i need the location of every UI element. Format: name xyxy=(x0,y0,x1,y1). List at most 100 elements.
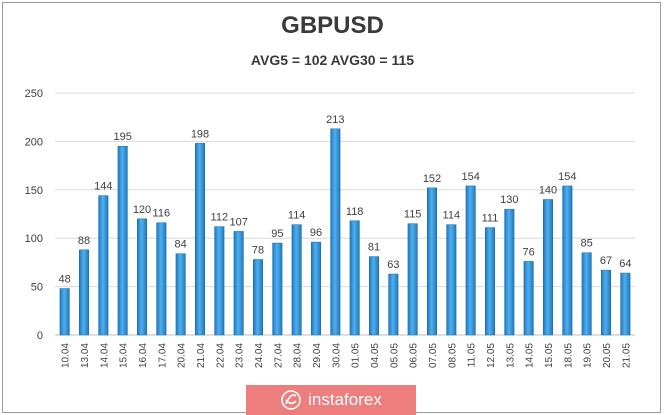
data-label: 144 xyxy=(94,181,112,193)
y-tick-label: 150 xyxy=(25,185,43,197)
x-tick-label: 21.04 xyxy=(196,343,207,368)
data-label: 48 xyxy=(59,274,71,286)
data-label: 213 xyxy=(326,114,344,126)
x-tick-label: 29.04 xyxy=(312,343,323,368)
x-tick-label: 20.04 xyxy=(177,343,188,368)
x-tick-label: 14.05 xyxy=(525,343,536,368)
x-tick-label: 23.04 xyxy=(235,343,246,368)
data-label: 195 xyxy=(113,131,131,143)
chart-subtitle: AVG5 = 102 AVG30 = 115 xyxy=(250,52,415,68)
data-label: 198 xyxy=(191,128,209,140)
bar xyxy=(523,261,534,336)
bar xyxy=(369,256,379,336)
data-label: 76 xyxy=(523,246,535,258)
data-label: 107 xyxy=(229,216,247,228)
bar xyxy=(291,224,302,336)
data-label: 112 xyxy=(211,212,229,224)
data-label: 154 xyxy=(461,171,479,183)
data-label: 111 xyxy=(482,213,499,225)
x-tick-label: 12.05 xyxy=(486,343,497,368)
bar xyxy=(253,259,263,336)
y-tick-label: 0 xyxy=(37,330,43,342)
data-label: 116 xyxy=(153,208,171,220)
bar xyxy=(311,241,321,336)
chart-title: GBPUSD xyxy=(281,12,384,39)
bar xyxy=(349,220,360,336)
data-label: 84 xyxy=(175,239,187,251)
x-tick-label: 28.04 xyxy=(293,343,304,368)
x-tick-label: 24.04 xyxy=(254,343,265,368)
bar xyxy=(465,185,476,336)
data-label: 130 xyxy=(500,194,518,206)
x-tick-label: 20.05 xyxy=(602,343,613,368)
bar xyxy=(601,269,611,336)
data-label: 81 xyxy=(368,242,380,254)
x-tick-label: 10.04 xyxy=(61,343,72,368)
x-tick-label: 21.05 xyxy=(621,343,632,368)
y-tick-label: 100 xyxy=(25,233,43,245)
bar xyxy=(543,199,553,336)
data-label: 63 xyxy=(387,259,399,271)
watermark-text: instaforex xyxy=(308,390,382,409)
y-tick-label: 250 xyxy=(25,88,43,100)
bar xyxy=(581,252,592,336)
value-labels: 48 88 144 195 120 116 84 198 112 107 78 95 114 96 213 1… xyxy=(59,114,632,286)
x-tick-label: 22.04 xyxy=(215,343,226,368)
x-tick-label: 16.04 xyxy=(138,343,149,368)
bar xyxy=(233,231,244,336)
bar xyxy=(446,224,457,336)
bar xyxy=(272,242,283,336)
bar xyxy=(156,222,167,336)
data-label: 95 xyxy=(271,228,283,240)
x-tick-label: 08.05 xyxy=(447,343,458,368)
data-label: 114 xyxy=(288,210,306,222)
bar xyxy=(330,128,341,336)
data-label: 96 xyxy=(310,227,322,239)
x-tick-label: 27.04 xyxy=(273,343,284,368)
bar xyxy=(427,187,437,336)
bar xyxy=(79,249,89,336)
data-label: 154 xyxy=(558,171,576,183)
data-label: 85 xyxy=(581,238,593,250)
x-tick-label: 30.04 xyxy=(331,343,342,368)
x-tick-label: 13.04 xyxy=(80,343,91,368)
x-tick-label: 04.05 xyxy=(370,343,381,368)
data-label: 114 xyxy=(443,210,461,222)
bar xyxy=(175,253,186,336)
bar xyxy=(98,195,109,336)
data-label: 64 xyxy=(619,258,631,270)
gridlines xyxy=(55,92,635,336)
bar xyxy=(388,273,399,336)
x-tick-label: 01.05 xyxy=(351,343,362,368)
x-tick-label: 19.05 xyxy=(583,343,594,368)
data-label: 120 xyxy=(133,204,151,216)
bar xyxy=(504,208,515,336)
x-tick-label: 14.04 xyxy=(99,343,110,368)
x-tick-label: 13.05 xyxy=(505,343,516,368)
bar xyxy=(59,288,70,336)
x-tick-label: 07.05 xyxy=(428,343,439,368)
data-label: 88 xyxy=(78,235,90,247)
x-tick-label: 11.05 xyxy=(467,343,478,368)
x-tick-label: 18.05 xyxy=(563,343,574,368)
data-label: 140 xyxy=(539,184,557,196)
bar xyxy=(562,185,573,336)
bars xyxy=(59,128,631,336)
x-tick-label: 05.05 xyxy=(389,343,400,368)
bar xyxy=(214,226,225,336)
bar xyxy=(485,227,495,336)
data-label: 115 xyxy=(404,209,422,221)
y-tick-label: 50 xyxy=(31,282,43,294)
bar xyxy=(117,145,128,336)
instaforex-logo-icon xyxy=(281,390,301,410)
bar xyxy=(195,143,205,336)
x-tick-label: 15.05 xyxy=(544,343,555,368)
y-axis-ticks: 0 50 100 150 200 250 xyxy=(25,88,43,342)
bar xyxy=(407,223,418,336)
data-label: 67 xyxy=(600,255,612,267)
data-label: 118 xyxy=(346,206,364,218)
instaforex-watermark: instaforex xyxy=(246,385,416,415)
data-label: 152 xyxy=(423,173,441,185)
data-label: 78 xyxy=(252,244,264,256)
